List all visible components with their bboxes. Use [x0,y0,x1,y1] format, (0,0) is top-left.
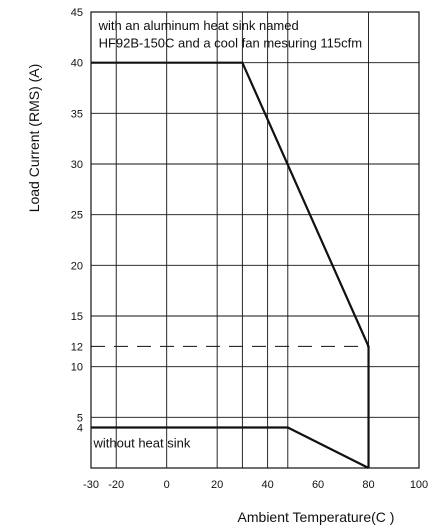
y-tick-label: 45 [71,7,83,19]
annotation-layer: with an aluminum heat sink named HF92B-15… [93,18,363,450]
y-tick-label: 25 [71,210,83,222]
x-tick-label: 0 [164,479,170,491]
derating-curve-2 [91,426,370,469]
x-tick-label: 100 [410,479,428,491]
grid-layer [91,12,419,468]
series-layer [91,61,370,469]
plot-frame [90,11,420,469]
y-axis-label: Load Current (RMS) (A) [26,64,42,213]
y-tick-label: 35 [71,108,83,120]
tick-label-layer: 45 10 12 15 20 25 30 35 40 45 -30 -20 0 20 40 60 80 100 [71,7,428,491]
y-tick-label: 12 [71,341,83,353]
x-tick-label: 40 [261,479,273,491]
x-tick-label: -20 [108,479,124,491]
y-tick-label: 30 [71,159,83,171]
annotation-text: HF92B-150C and a cool fan mesuring 115cf… [99,35,363,50]
x-tick-label: -30 [83,479,99,491]
x-axis-label: Ambient Temperature(C ) [238,509,395,525]
annotation-text: without heat sink [93,436,191,451]
x-tick-label: 20 [211,479,223,491]
y-tick-label: 15 [71,311,83,323]
y-tick-label: 40 [71,58,83,70]
annotation-text: with an aluminum heat sink named [98,18,299,33]
y-tick-label: 20 [71,260,83,272]
y-tick-label: 5 [77,412,83,424]
derating-curve-1 [91,61,370,468]
y-tick-label: 4 [77,422,83,434]
x-tick-label: 60 [312,479,324,491]
y-tick-label: 10 [71,362,83,374]
x-tick-label: 80 [362,479,374,491]
